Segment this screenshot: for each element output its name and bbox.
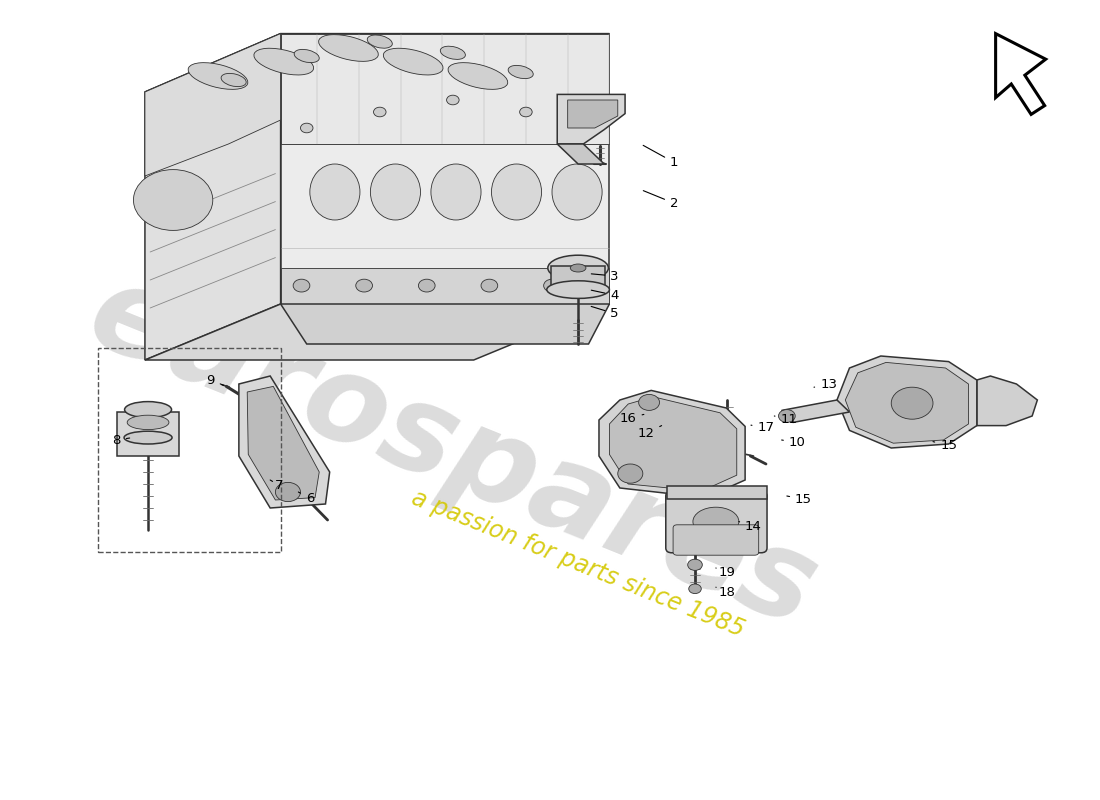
Polygon shape	[145, 34, 609, 92]
Bar	[98, 348, 280, 552]
Ellipse shape	[547, 281, 609, 298]
Ellipse shape	[431, 164, 481, 220]
Bar	[117, 412, 179, 456]
Ellipse shape	[548, 255, 608, 281]
Bar	[667, 486, 767, 499]
Circle shape	[293, 279, 310, 292]
Text: 16: 16	[619, 412, 644, 425]
Circle shape	[618, 464, 642, 483]
Text: 7: 7	[271, 479, 284, 492]
Circle shape	[689, 584, 702, 594]
Polygon shape	[239, 376, 330, 508]
Polygon shape	[609, 397, 737, 491]
Circle shape	[688, 559, 702, 570]
FancyBboxPatch shape	[673, 525, 759, 555]
Ellipse shape	[124, 402, 172, 418]
Polygon shape	[145, 34, 280, 360]
Polygon shape	[558, 94, 625, 144]
Text: a passion for parts since 1985: a passion for parts since 1985	[408, 486, 748, 642]
Ellipse shape	[492, 164, 541, 220]
Text: 3: 3	[592, 270, 619, 282]
Ellipse shape	[383, 48, 443, 75]
Text: 8: 8	[112, 434, 130, 446]
FancyBboxPatch shape	[666, 491, 767, 553]
Text: 13: 13	[814, 378, 837, 391]
Polygon shape	[145, 34, 280, 176]
Circle shape	[779, 410, 795, 422]
Circle shape	[891, 387, 933, 419]
Circle shape	[481, 279, 497, 292]
Text: 2: 2	[644, 190, 679, 210]
Text: 12: 12	[637, 426, 661, 440]
Ellipse shape	[693, 507, 739, 536]
Polygon shape	[837, 356, 977, 448]
Polygon shape	[558, 144, 604, 164]
Text: 4: 4	[592, 289, 619, 302]
Polygon shape	[782, 400, 849, 422]
Ellipse shape	[552, 164, 602, 220]
Text: 5: 5	[591, 306, 619, 320]
Circle shape	[355, 279, 373, 292]
Ellipse shape	[124, 431, 172, 444]
Ellipse shape	[440, 46, 465, 59]
Text: 15: 15	[933, 439, 957, 452]
Polygon shape	[145, 304, 609, 360]
Circle shape	[519, 107, 532, 117]
Polygon shape	[280, 268, 609, 304]
Ellipse shape	[570, 264, 586, 272]
Text: 14: 14	[739, 520, 762, 533]
Ellipse shape	[254, 48, 314, 75]
Ellipse shape	[310, 164, 360, 220]
Polygon shape	[280, 34, 609, 144]
Polygon shape	[845, 362, 968, 443]
Bar	[551, 266, 605, 288]
Polygon shape	[248, 386, 319, 500]
Circle shape	[543, 279, 560, 292]
Text: 1: 1	[644, 146, 679, 169]
Polygon shape	[280, 34, 609, 304]
Text: eurospares: eurospares	[73, 253, 833, 651]
Polygon shape	[568, 100, 618, 128]
Circle shape	[374, 107, 386, 117]
Ellipse shape	[319, 34, 378, 62]
Text: 15: 15	[786, 493, 812, 506]
Circle shape	[585, 279, 602, 292]
Circle shape	[447, 95, 459, 105]
Text: 9: 9	[207, 374, 223, 386]
Circle shape	[300, 123, 313, 133]
Text: 18: 18	[716, 586, 736, 598]
Ellipse shape	[508, 66, 534, 78]
Circle shape	[133, 170, 212, 230]
Text: 17: 17	[751, 421, 774, 434]
Ellipse shape	[448, 62, 508, 90]
Text: 11: 11	[774, 413, 798, 426]
Ellipse shape	[367, 35, 393, 48]
Text: 10: 10	[782, 436, 805, 449]
Text: 19: 19	[716, 566, 736, 579]
Polygon shape	[977, 376, 1037, 426]
Circle shape	[639, 394, 660, 410]
Ellipse shape	[371, 164, 420, 220]
Ellipse shape	[188, 62, 248, 90]
Ellipse shape	[221, 74, 246, 86]
Polygon shape	[600, 390, 745, 498]
Polygon shape	[280, 304, 609, 344]
Circle shape	[275, 482, 300, 502]
Text: 6: 6	[298, 492, 314, 505]
Circle shape	[418, 279, 436, 292]
Ellipse shape	[294, 50, 319, 62]
Ellipse shape	[128, 415, 169, 430]
Circle shape	[582, 121, 595, 130]
